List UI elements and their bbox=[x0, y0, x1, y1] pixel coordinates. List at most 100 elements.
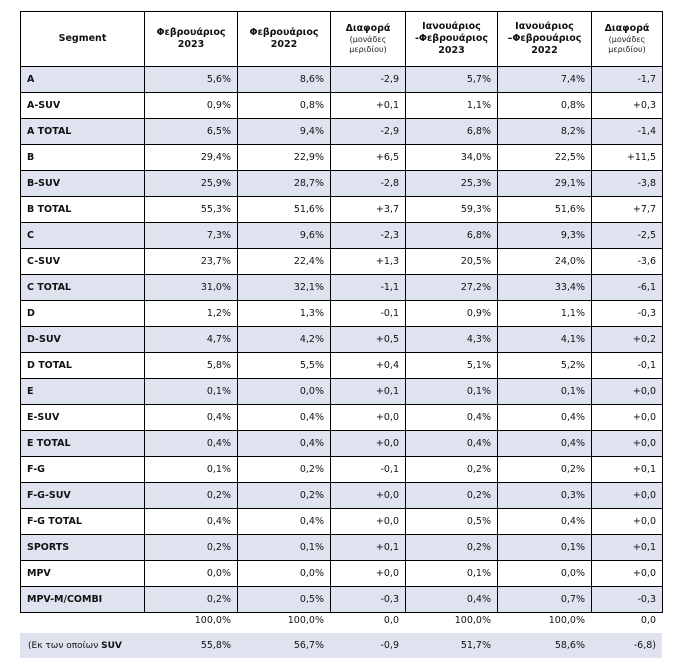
segment-name: D-SUV bbox=[20, 326, 145, 353]
value-cell: 24,0% bbox=[497, 248, 592, 275]
value-cell: -2,8 bbox=[330, 170, 406, 197]
value-cell: 5,7% bbox=[405, 66, 498, 93]
value-cell: 59,3% bbox=[405, 196, 498, 223]
value-cell: 0,0% bbox=[144, 560, 238, 587]
value-cell: 0,2% bbox=[497, 456, 592, 483]
suv-cell: 51,7% bbox=[405, 633, 497, 658]
value-cell: -0,1 bbox=[330, 456, 406, 483]
header-feb-2023: Φεβρουάριος 2023 bbox=[144, 11, 238, 67]
table-row: B 29,4% 22,9% +6,5 34,0% 22,5% +11,5 bbox=[20, 144, 663, 171]
value-cell: 0,4% bbox=[405, 404, 498, 431]
value-cell: +0,0 bbox=[330, 508, 406, 535]
table-row: A TOTAL 6,5% 9,4% -2,9 6,8% 8,2% -1,4 bbox=[20, 118, 663, 145]
segment-name: F-G bbox=[20, 456, 145, 483]
value-cell: 55,3% bbox=[144, 196, 238, 223]
value-cell: 4,7% bbox=[144, 326, 238, 353]
segment-name: E bbox=[20, 378, 145, 405]
value-cell: 1,2% bbox=[144, 300, 238, 327]
segment-name: E-SUV bbox=[20, 404, 145, 431]
totals-row: 100,0% 100,0% 0,0 100,0% 100,0% 0,0 bbox=[20, 608, 662, 633]
value-cell: +0,0 bbox=[330, 482, 406, 509]
table-body: A 5,6% 8,6% -2,9 5,7% 7,4% -1,7 A-SUV 0,9% 0,8% +0… bbox=[20, 66, 663, 613]
table-row: A-SUV 0,9% 0,8% +0,1 1,1% 0,8% +0,3 bbox=[20, 92, 663, 119]
segment-name: D TOTAL bbox=[20, 352, 145, 379]
value-cell: +0,5 bbox=[330, 326, 406, 353]
value-cell: +0,1 bbox=[330, 92, 406, 119]
segment-name: C bbox=[20, 222, 145, 249]
value-cell: 4,3% bbox=[405, 326, 498, 353]
value-cell: 0,8% bbox=[237, 92, 331, 119]
suv-cell: -6,8) bbox=[591, 633, 662, 658]
value-cell: 5,1% bbox=[405, 352, 498, 379]
value-cell: +0,0 bbox=[591, 378, 663, 405]
value-cell: 0,2% bbox=[237, 456, 331, 483]
value-cell: +0,0 bbox=[591, 560, 663, 587]
value-cell: 0,2% bbox=[237, 482, 331, 509]
suv-cell: 58,6% bbox=[497, 633, 591, 658]
table-row: B-SUV 25,9% 28,7% -2,8 25,3% 29,1% -3,8 bbox=[20, 170, 663, 197]
value-cell: 0,8% bbox=[497, 92, 592, 119]
value-cell: 9,4% bbox=[237, 118, 331, 145]
table-row: D TOTAL 5,8% 5,5% +0,4 5,1% 5,2% -0,1 bbox=[20, 352, 663, 379]
value-cell: -0,3 bbox=[591, 586, 663, 613]
value-cell: 23,7% bbox=[144, 248, 238, 275]
value-cell: +0,1 bbox=[330, 378, 406, 405]
value-cell: 22,4% bbox=[237, 248, 331, 275]
totals-cell: 100,0% bbox=[548, 615, 585, 626]
table-row: A 5,6% 8,6% -2,9 5,7% 7,4% -1,7 bbox=[20, 66, 663, 93]
table-row: F-G 0,1% 0,2% -0,1 0,2% 0,2% +0,1 bbox=[20, 456, 663, 483]
suv-cell: -0,9 bbox=[330, 633, 405, 658]
totals-cell: 100,0% bbox=[194, 615, 231, 626]
value-cell: 7,3% bbox=[144, 222, 238, 249]
value-cell: 51,6% bbox=[237, 196, 331, 223]
value-cell: -0,1 bbox=[591, 352, 663, 379]
suv-cell: 55,8% bbox=[144, 633, 237, 658]
table-row: C TOTAL 31,0% 32,1% -1,1 27,2% 33,4% -6,1 bbox=[20, 274, 663, 301]
totals-cell: 100,0% bbox=[454, 615, 491, 626]
value-cell: -2,9 bbox=[330, 66, 406, 93]
value-cell: 22,9% bbox=[237, 144, 331, 171]
value-cell: 27,2% bbox=[405, 274, 498, 301]
value-cell: 0,2% bbox=[405, 482, 498, 509]
value-cell: 1,3% bbox=[237, 300, 331, 327]
header-diff-ytd: Διαφορά (μονάδες μεριδίου) bbox=[591, 11, 663, 67]
value-cell: +6,5 bbox=[330, 144, 406, 171]
value-cell: 0,4% bbox=[497, 508, 592, 535]
table-row: F-G TOTAL 0,4% 0,4% +0,0 0,5% 0,4% +0,0 bbox=[20, 508, 663, 535]
segment-name: MPV-M/COMBI bbox=[20, 586, 145, 613]
table-row: D-SUV 4,7% 4,2% +0,5 4,3% 4,1% +0,2 bbox=[20, 326, 663, 353]
value-cell: 6,8% bbox=[405, 118, 498, 145]
totals-cell: 0,0 bbox=[640, 615, 656, 626]
value-cell: -0,3 bbox=[591, 300, 663, 327]
value-cell: 0,4% bbox=[144, 508, 238, 535]
value-cell: +0,4 bbox=[330, 352, 406, 379]
value-cell: -0,1 bbox=[330, 300, 406, 327]
value-cell: 0,2% bbox=[144, 482, 238, 509]
header-diff-monthly: Διαφορά (μονάδες μεριδίου) bbox=[330, 11, 406, 67]
value-cell: 34,0% bbox=[405, 144, 498, 171]
value-cell: 7,4% bbox=[497, 66, 592, 93]
value-cell: 0,4% bbox=[497, 404, 592, 431]
segment-name: C-SUV bbox=[20, 248, 145, 275]
table-row: B TOTAL 55,3% 51,6% +3,7 59,3% 51,6% +7,7 bbox=[20, 196, 663, 223]
value-cell: 5,8% bbox=[144, 352, 238, 379]
segment-name: B-SUV bbox=[20, 170, 145, 197]
table-row: D 1,2% 1,3% -0,1 0,9% 1,1% -0,3 bbox=[20, 300, 663, 327]
segment-name: F-G TOTAL bbox=[20, 508, 145, 535]
value-cell: 0,1% bbox=[237, 534, 331, 561]
table-row: MPV-M/COMBI 0,2% 0,5% -0,3 0,4% 0,7% -0,3 bbox=[20, 586, 663, 613]
value-cell: -1,1 bbox=[330, 274, 406, 301]
value-cell: -1,7 bbox=[591, 66, 663, 93]
value-cell: 4,1% bbox=[497, 326, 592, 353]
value-cell: 0,3% bbox=[497, 482, 592, 509]
value-cell: 28,7% bbox=[237, 170, 331, 197]
value-cell: 0,1% bbox=[497, 534, 592, 561]
value-cell: -1,4 bbox=[591, 118, 663, 145]
segment-name: D bbox=[20, 300, 145, 327]
header-feb-2022: Φεβρουάριος 2022 bbox=[237, 11, 331, 67]
value-cell: 0,7% bbox=[497, 586, 592, 613]
value-cell: 0,1% bbox=[144, 456, 238, 483]
segment-name: A bbox=[20, 66, 145, 93]
value-cell: 9,3% bbox=[497, 222, 592, 249]
